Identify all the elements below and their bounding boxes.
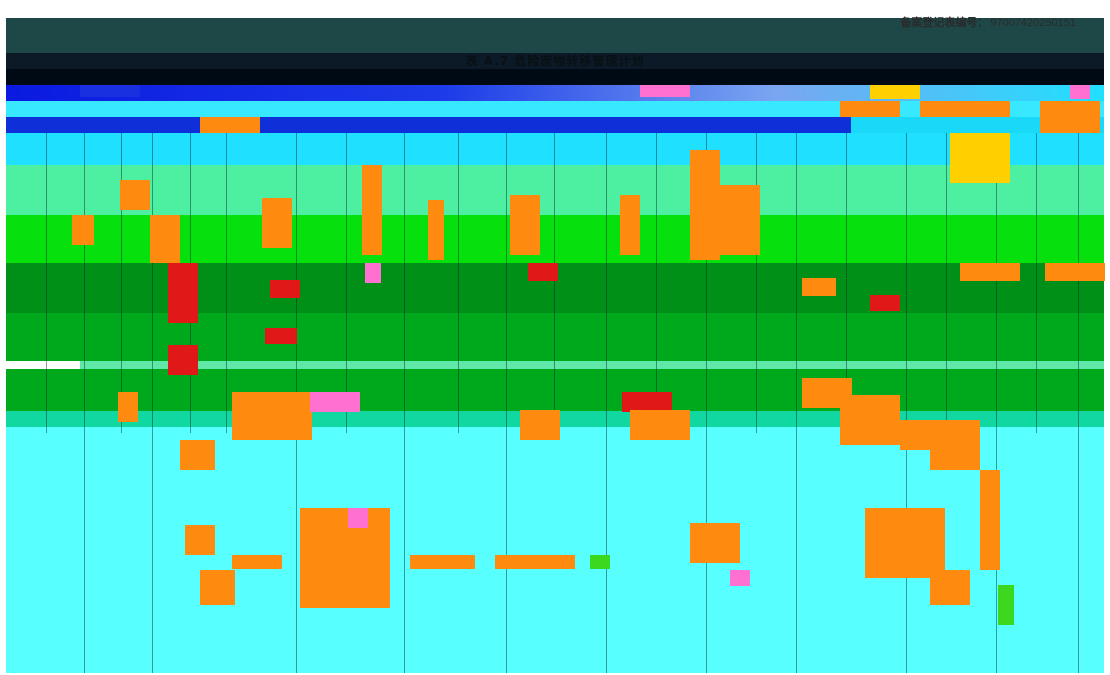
registration-suffix: 1 bbox=[1069, 17, 1076, 29]
title-band bbox=[6, 53, 1104, 69]
table-row-band bbox=[6, 165, 1104, 215]
registration-label: 备案登记表编号： bbox=[900, 16, 989, 29]
table-row-band bbox=[6, 117, 851, 133]
table-row-divider bbox=[80, 361, 1104, 369]
table-row-band bbox=[6, 101, 1104, 117]
table-row-band bbox=[6, 215, 1104, 263]
registration-value: 9700742025015 bbox=[990, 17, 1070, 29]
table-header-row-2 bbox=[6, 85, 1104, 101]
table-header-row-1 bbox=[6, 69, 1104, 85]
registration-number: 备案登记表编号： 97007420250151 bbox=[900, 14, 1076, 30]
table-row-band bbox=[6, 133, 1104, 165]
document-title: 表 A.7 危险废物转移管理计划 bbox=[465, 54, 645, 68]
header-band bbox=[6, 18, 1104, 53]
table-row-band bbox=[6, 369, 1104, 411]
